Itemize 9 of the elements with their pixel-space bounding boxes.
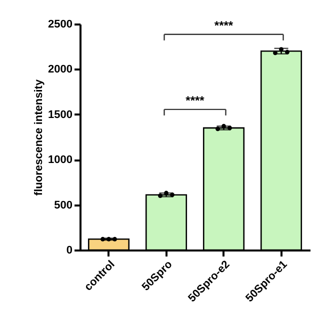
y-tick-label: 2000 bbox=[48, 64, 72, 76]
annotation: **** bbox=[186, 93, 205, 108]
y-tick-label: 1000 bbox=[48, 154, 72, 166]
y-tick-label: 2500 bbox=[48, 18, 72, 30]
y-tick-label: 500 bbox=[54, 199, 72, 212]
y-tick-label: 0 bbox=[66, 244, 72, 256]
annotation: **** bbox=[214, 18, 234, 32]
y-tick-label: 1500 bbox=[48, 108, 72, 121]
y-axis-title: fluorescence intensity bbox=[33, 78, 46, 196]
